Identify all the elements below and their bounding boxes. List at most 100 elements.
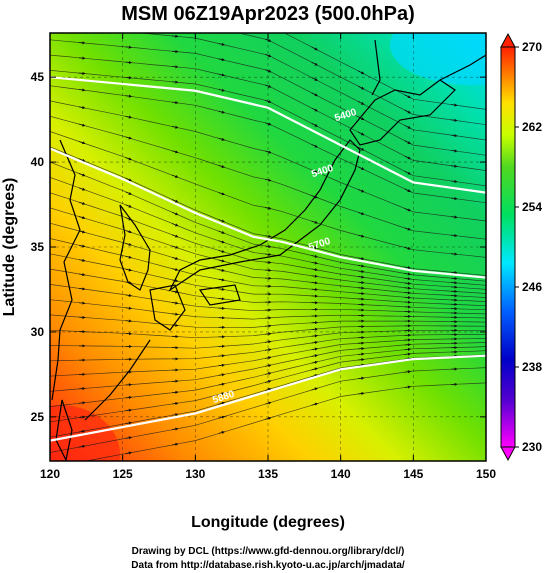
wind-arrow bbox=[172, 301, 179, 305]
wind-arrow bbox=[264, 69, 272, 73]
coastline-ryukyu bbox=[84, 339, 151, 421]
wind-arrow bbox=[451, 164, 458, 168]
wind-arrow bbox=[451, 276, 458, 281]
wind-arrow bbox=[79, 88, 86, 92]
wind-arrow bbox=[357, 131, 365, 136]
wind-arrow bbox=[218, 392, 226, 396]
coastline-sakhalin-kurils bbox=[371, 39, 486, 96]
wind-arrow bbox=[264, 379, 272, 384]
wind-arrow bbox=[265, 324, 272, 328]
wind-arrow bbox=[218, 401, 226, 405]
wind-arrow bbox=[219, 28, 225, 29]
wind-arrow bbox=[311, 46, 318, 51]
wind-arrow bbox=[79, 12, 85, 13]
wind-arrow bbox=[125, 255, 133, 259]
wind-arrow bbox=[311, 340, 319, 345]
wind-arrow bbox=[218, 278, 226, 282]
wind-arrow bbox=[404, 286, 412, 290]
wind-arrow bbox=[78, 216, 86, 220]
wind-arrow bbox=[311, 387, 319, 391]
wind-arrow bbox=[79, 301, 86, 305]
wind-arrow bbox=[171, 125, 179, 129]
wind-arrow bbox=[172, 442, 179, 446]
wind-arrow bbox=[264, 372, 272, 376]
wind-arrow bbox=[125, 395, 133, 400]
wind-arrow bbox=[311, 334, 319, 338]
wind-arrow bbox=[264, 178, 272, 182]
wind-arrow bbox=[264, 150, 272, 154]
wind-arrow bbox=[218, 287, 226, 291]
coastline-korean-peninsula bbox=[119, 204, 151, 291]
wind-arrow bbox=[172, 65, 179, 69]
wind-arrow bbox=[218, 58, 226, 62]
wind-arrow bbox=[125, 408, 133, 412]
wind-arrow bbox=[404, 188, 412, 192]
wind-arrow bbox=[451, 196, 458, 201]
wind-arrow bbox=[218, 164, 226, 169]
colorbar-labels: 230 238 246 254 262 270 bbox=[515, 40, 542, 454]
wind-arrow bbox=[218, 88, 226, 92]
wind-arrow bbox=[79, 56, 86, 60]
wind-arrow bbox=[264, 401, 272, 405]
wind-arrow bbox=[404, 124, 411, 129]
wind-arrow bbox=[172, 34, 179, 38]
coastline-shikoku bbox=[198, 284, 241, 306]
wind-arrow bbox=[451, 103, 458, 107]
coastline-kyushu bbox=[149, 284, 186, 331]
wind-arrow bbox=[125, 157, 132, 161]
wind-arrow bbox=[311, 267, 319, 272]
colorbar-label: 270 bbox=[522, 40, 542, 54]
wind-arrow bbox=[125, 451, 133, 455]
contour-line-5880 bbox=[50, 354, 486, 442]
wind-arrow bbox=[358, 286, 365, 290]
wind-arrow bbox=[79, 27, 85, 28]
wind-arrow bbox=[311, 354, 319, 358]
footer-credit-data: Data from http://database.rish.kyoto-u.a… bbox=[131, 560, 405, 571]
wind-arrow bbox=[265, 244, 272, 249]
x-axis-ticks: 120 125 130 135 140 145 150 bbox=[40, 33, 496, 481]
y-tick-label: 30 bbox=[31, 325, 45, 339]
wind-arrow bbox=[404, 347, 412, 351]
wind-arrow bbox=[311, 367, 319, 371]
wind-arrow bbox=[311, 374, 319, 378]
wind-arrow bbox=[125, 319, 133, 323]
wind-arrow bbox=[125, 230, 132, 234]
wind-arrow bbox=[264, 122, 272, 126]
wind-arrow bbox=[171, 150, 179, 154]
wind-arrow bbox=[358, 275, 365, 279]
wind-arrow bbox=[218, 382, 226, 386]
wind-arrow bbox=[171, 256, 179, 260]
coastline-honshu bbox=[168, 139, 361, 292]
wind-arrow bbox=[311, 274, 319, 278]
contour-line-5400 bbox=[50, 76, 486, 194]
wind-arrow bbox=[78, 444, 86, 449]
wind-arrow bbox=[79, 415, 86, 419]
wind-arrow bbox=[404, 246, 412, 250]
wind-arrow bbox=[265, 348, 272, 352]
wind-arrow bbox=[78, 173, 86, 177]
contour-line-5700 bbox=[50, 147, 486, 279]
x-tick-label: 140 bbox=[331, 467, 351, 481]
wind-arrow bbox=[311, 261, 319, 265]
wind-arrow bbox=[171, 199, 179, 203]
wind-arrow bbox=[172, 80, 179, 84]
y-axis-label: Latitude (degrees) bbox=[1, 178, 18, 317]
wind-arrow bbox=[128, 33, 133, 34]
wind-arrow bbox=[404, 155, 411, 160]
wind-arrow bbox=[171, 223, 179, 227]
wind-arrow bbox=[218, 219, 225, 223]
wind-arrow bbox=[218, 42, 226, 46]
wind-arrow bbox=[78, 244, 86, 248]
wind-arrow bbox=[358, 352, 365, 356]
wind-arrow bbox=[265, 206, 272, 210]
wind-arrow bbox=[311, 402, 319, 406]
wind-arrow bbox=[404, 352, 412, 356]
coastline-hokkaido bbox=[349, 79, 456, 146]
wind-arrow bbox=[311, 92, 318, 97]
wind-arrow bbox=[358, 234, 365, 238]
colorbar-top-triangle bbox=[500, 32, 516, 48]
wind-arrow bbox=[79, 401, 86, 405]
wind-arrow bbox=[311, 144, 318, 148]
wind-arrow bbox=[172, 427, 179, 431]
